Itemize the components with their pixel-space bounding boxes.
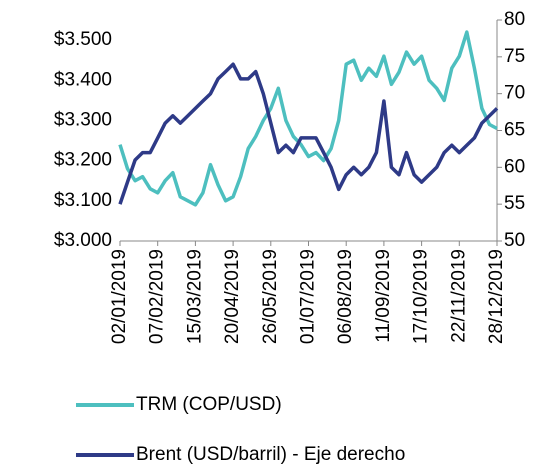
y-tick-label: $3.500	[54, 29, 112, 50]
series-line	[118, 30, 498, 207]
y2-tick-label: 80	[504, 9, 525, 30]
series-line	[118, 62, 499, 205]
y-tick-label: $3.000	[54, 230, 112, 251]
y-tick-label: $3.300	[54, 109, 112, 130]
legend-label: Brent (USD/barril) - Eje derecho	[136, 444, 405, 465]
x-tick-label: 26/05/2019	[260, 249, 281, 344]
y2-tick-label: 60	[504, 156, 525, 177]
y-tick-label: $3.100	[54, 190, 112, 211]
y2-tick-label: 70	[504, 83, 525, 104]
x-tick-label: 28/12/2019	[486, 249, 507, 344]
y-tick-label: $3.400	[54, 69, 112, 90]
x-tick-label: 02/01/2019	[109, 249, 130, 344]
x-tick-label: 22/11/2019	[448, 249, 469, 343]
y2-tick-label: 75	[504, 46, 525, 67]
x-tick-label: 17/10/2019	[411, 249, 432, 344]
x-tick-label: 07/02/2019	[147, 249, 168, 344]
x-tick-label: 15/03/2019	[184, 249, 205, 344]
x-tick-label: 01/07/2019	[298, 249, 319, 344]
legend-label: TRM (COP/USD)	[136, 394, 282, 415]
x-tick-label: 20/04/2019	[222, 249, 243, 344]
y2-tick-label: 65	[504, 120, 525, 141]
x-tick-label: 06/08/2019	[335, 249, 356, 344]
y2-tick-label: 55	[504, 193, 525, 214]
x-tick-label: 11/09/2019	[373, 249, 394, 343]
y-tick-label: $3.200	[54, 150, 112, 171]
y2-tick-label: 50	[504, 230, 525, 251]
